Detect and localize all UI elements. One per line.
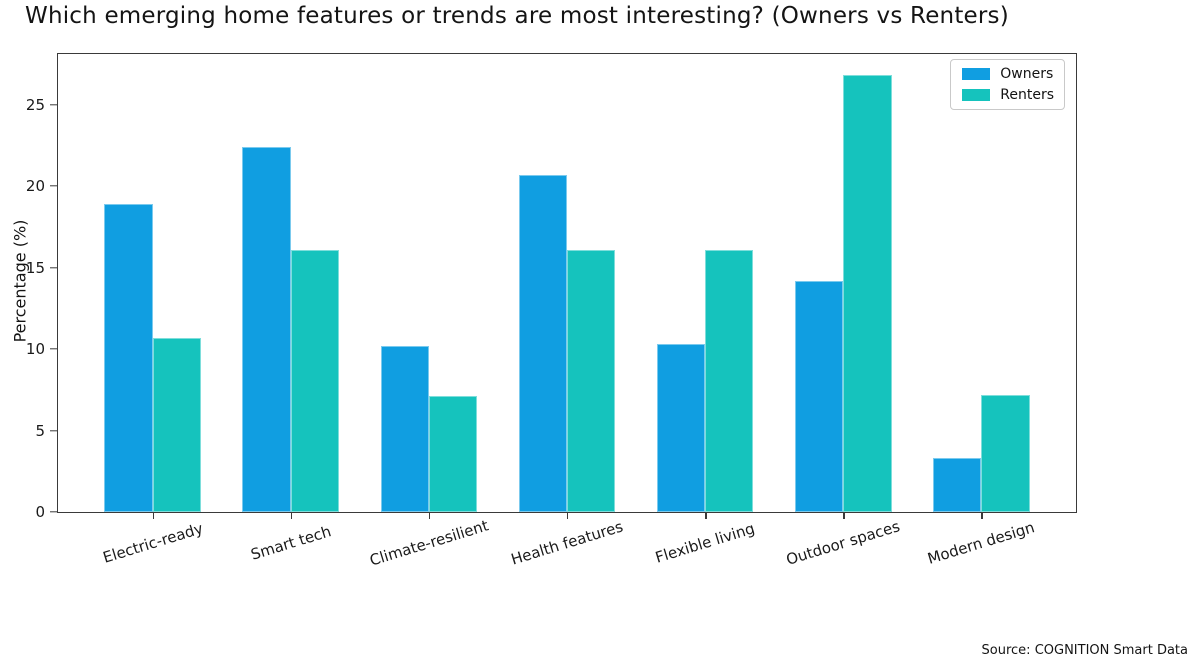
renters-swatch-icon (962, 89, 991, 101)
bar-owners-smart-tech (242, 146, 291, 512)
bar-renters-electric-ready (152, 337, 201, 512)
x-tick-mark (428, 512, 431, 519)
bar-owners-flexible-living (656, 344, 706, 512)
source-note: Source: COGNITION Smart Data (981, 643, 1188, 658)
x-tick-label-flexible-living: Flexible living (653, 519, 757, 567)
y-tick-mark (50, 348, 57, 350)
plot-area: Owners Renters 0 5 10 15 20 25 Electric-ready S… (26, 53, 1077, 570)
y-tick-label: 5 (35, 421, 45, 440)
bar-owners-modern-design (933, 458, 982, 512)
bar-renters-smart-tech (290, 249, 340, 512)
bar-renters-outdoor-spaces (843, 75, 892, 512)
x-tick-label-health-features: Health features (508, 517, 626, 569)
chart-title: Which emerging home features or trends a… (25, 3, 1009, 29)
y-axis-label: Percentage (%) (10, 219, 30, 343)
x-tick-mark (567, 512, 569, 519)
bar-renters-modern-design (981, 394, 1030, 512)
bar-renters-flexible-living (705, 249, 754, 512)
y-tick-mark (50, 185, 57, 187)
x-tick-mark (152, 512, 154, 519)
y-tick-mark (50, 511, 57, 513)
legend-label-renters: Renters (1000, 87, 1054, 103)
x-tick-mark (290, 512, 293, 519)
legend-entry-renters: Renters (962, 87, 1054, 103)
y-tick-label: 0 (35, 503, 45, 521)
y-tick-label: 10 (25, 340, 45, 358)
x-tick-label-electric-ready: Electric-ready (100, 519, 205, 567)
legend-label-owners: Owners (1000, 66, 1054, 82)
legend-entry-owners: Owners (962, 66, 1054, 82)
x-tick-label-smart-tech: Smart tech (248, 522, 334, 564)
y-tick-mark (50, 266, 57, 269)
bar-renters-climate-resilient (428, 396, 478, 512)
bar-renters-health-features (567, 249, 616, 512)
x-tick-label-modern-design: Modern design (925, 518, 1037, 568)
bar-owners-outdoor-spaces (794, 280, 844, 512)
bar-owners-climate-resilient (380, 345, 429, 512)
y-tick-label: 15 (25, 258, 45, 277)
x-tick-mark (981, 512, 983, 519)
y-tick-mark (50, 103, 57, 106)
y-tick-label: 20 (25, 177, 45, 196)
y-tick-label: 25 (25, 95, 45, 114)
bar-owners-electric-ready (104, 203, 153, 512)
x-tick-label-climate-resilient: Climate-resilient (367, 516, 491, 570)
owners-swatch-icon (962, 68, 991, 80)
x-tick-mark (705, 512, 707, 519)
y-tick-mark (50, 429, 57, 432)
x-tick-label-outdoor-spaces: Outdoor spaces (784, 517, 903, 569)
legend: Owners Renters (950, 59, 1065, 110)
bar-owners-health-features (518, 174, 567, 512)
x-tick-mark (843, 512, 845, 519)
